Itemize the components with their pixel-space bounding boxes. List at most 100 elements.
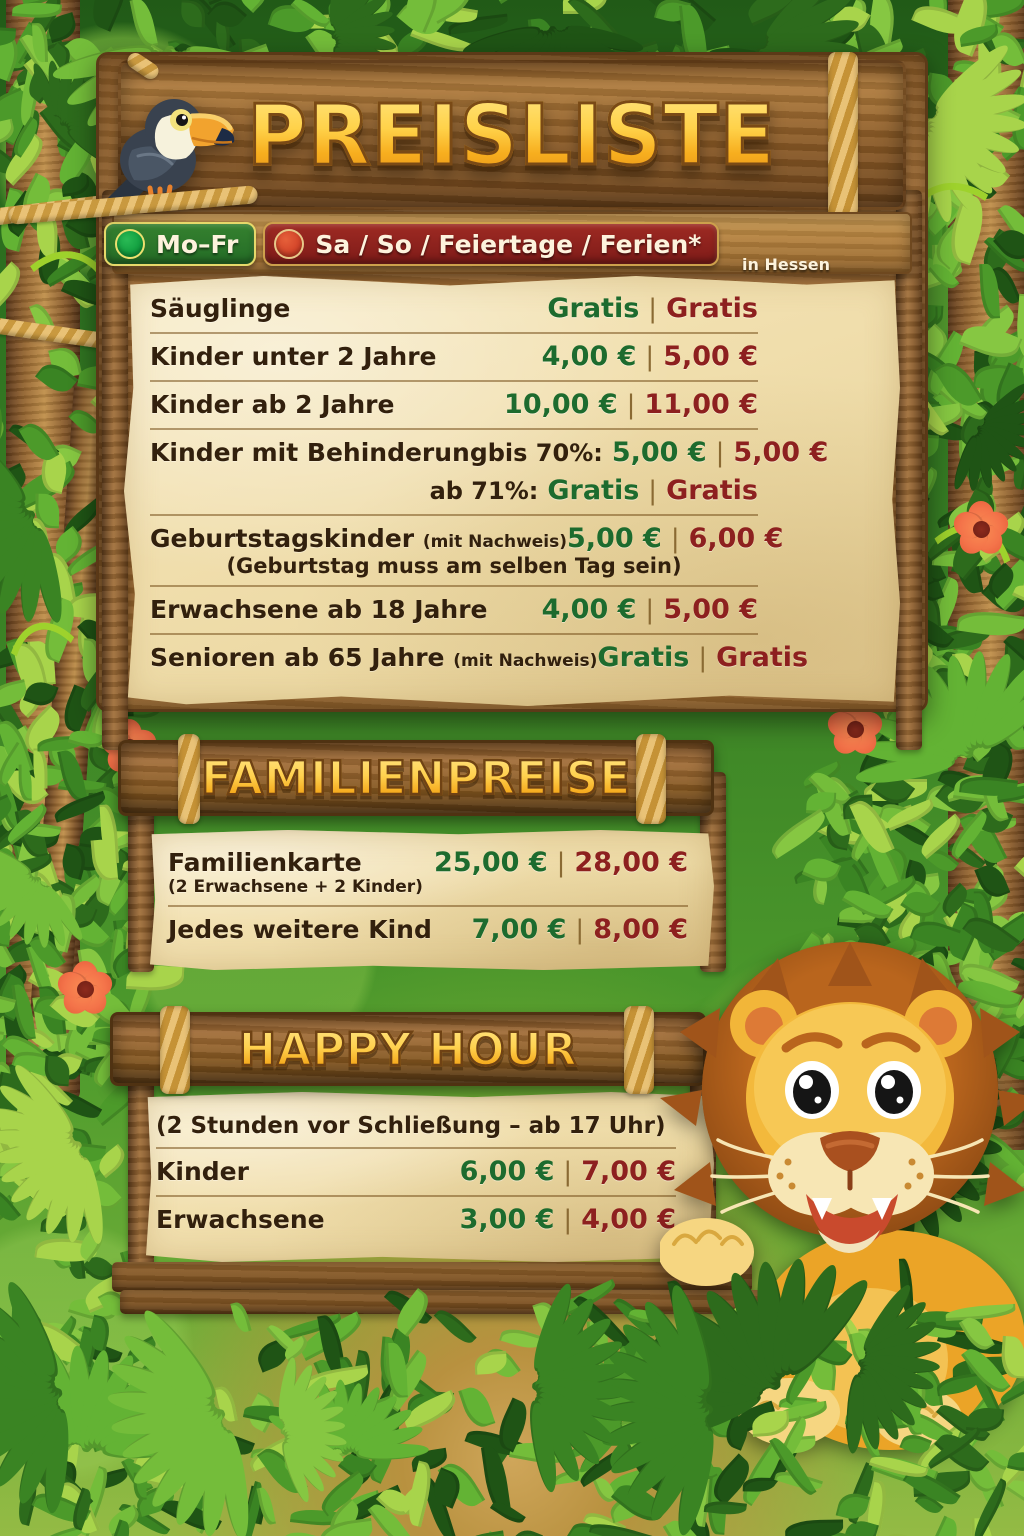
- price-separator: |: [670, 524, 680, 554]
- leaf-shape: [130, 0, 159, 50]
- row-prices: bis 70%: 5,00 € | 5,00 €: [488, 437, 828, 468]
- happy-hour-section-sign: HAPPY HOUR: [110, 1012, 706, 1086]
- leaf-shape: [1013, 847, 1024, 888]
- price-separator: |: [645, 595, 655, 625]
- row-prices: 5,00 € | 6,00 €: [567, 523, 783, 554]
- leaf-shape: [508, 1525, 543, 1536]
- row-weekday-price: 5,00 €: [611, 437, 707, 468]
- palm-frond: [275, 1356, 348, 1505]
- row-prices: 4,00 € | 5,00 €: [542, 594, 758, 625]
- row-weekday-price: 10,00 €: [504, 389, 618, 420]
- table-row: Erwachsene 3,00 € | 4,00 €: [156, 1197, 676, 1243]
- table-row: Säuglinge Gratis | Gratis: [150, 286, 758, 334]
- leaf-shape: [434, 1304, 478, 1349]
- row-label: Kinder mit Behinderung: [150, 438, 488, 467]
- leaf-shape: [742, 1476, 775, 1492]
- row-label: Geburtstagskinder (mit Nachweis): [150, 524, 567, 553]
- leaf-shape: [461, 1530, 506, 1536]
- leaf-shape: [934, 1373, 980, 1396]
- ground-foliage-layer: [0, 1256, 1024, 1536]
- page-title: PREISLISTE: [246, 86, 777, 184]
- price-separator: |: [626, 390, 636, 420]
- palm-frond: [882, 38, 1024, 229]
- row-weekend-price: 5,00 €: [663, 594, 758, 625]
- table-row: Kinder unter 2 Jahre 4,00 € | 5,00 €: [150, 334, 758, 382]
- row-weekend-price: 11,00 €: [644, 389, 758, 420]
- price-separator: |: [563, 1157, 573, 1187]
- row-weekend-price: 6,00 €: [688, 523, 784, 554]
- table-row: Kinder ab 2 Jahre 10,00 € | 11,00 €: [150, 382, 758, 430]
- row-weekend-price: 8,00 €: [593, 914, 688, 946]
- row-weekday-price: 25,00 €: [434, 847, 548, 878]
- green-circle-icon: [115, 229, 145, 259]
- leaf-shape: [281, 1527, 327, 1536]
- legend-weekend-badge[interactable]: Sa / So / Feiertage / Ferien*: [263, 222, 720, 266]
- row-label-main: Familienkarte: [168, 848, 362, 877]
- row-weekend-price: 5,00 €: [663, 341, 758, 372]
- row-weekday-price: Gratis: [597, 642, 690, 673]
- table-row: Senioren ab 65 Jahre (mit Nachweis) Grat…: [150, 635, 808, 681]
- row-weekend-price: 5,00 €: [733, 437, 829, 468]
- row-label: Erwachsene: [156, 1205, 325, 1234]
- row-label: Familienkarte (2 Erwachsene + 2 Kinder): [168, 848, 423, 897]
- price-separator: |: [698, 643, 708, 673]
- rope-tie-family-left: [178, 734, 200, 824]
- row-label: Kinder unter 2 Jahre: [150, 342, 437, 371]
- row-label: Kinder ab 2 Jahre: [150, 390, 395, 419]
- palm-frond: [0, 1277, 72, 1515]
- table-row: Erwachsene ab 18 Jahre 4,00 € | 5,00 €: [150, 587, 758, 635]
- leaf-shape: [784, 1518, 843, 1536]
- row-weekday-price: 5,00 €: [567, 523, 662, 554]
- happy-hour-bottom-bar: [112, 1262, 752, 1292]
- legend-weekday-badge[interactable]: Mo–Fr: [104, 222, 257, 266]
- row-weekday-price: Gratis: [547, 475, 640, 506]
- hibiscus-flower-right-upper: [950, 500, 1012, 560]
- legend-weekday-label: Mo–Fr: [156, 229, 239, 259]
- palm-frond: [642, 1256, 876, 1450]
- price-separator: |: [648, 476, 658, 506]
- row-label-main: Senioren ab 65 Jahre: [150, 643, 445, 672]
- row-prices: 7,00 € | 8,00 €: [472, 914, 688, 945]
- table-row: Familienkarte (2 Erwachsene + 2 Kinder) …: [168, 840, 688, 908]
- palm-frond: [598, 1282, 721, 1536]
- palm-frond: [854, 650, 1024, 789]
- legend-weekend-label: Sa / So / Feiertage / Ferien*: [315, 229, 702, 259]
- leaf-shape: [84, 0, 135, 32]
- row-weekday-price: 4,00 €: [541, 594, 637, 625]
- row-prices: 4,00 € | 5,00 €: [542, 341, 758, 372]
- rope-tie-title-right: [828, 52, 858, 220]
- table-row: Kinder 6,00 € | 7,00 €: [156, 1149, 676, 1197]
- row-weekday-price: 6,00 €: [459, 1156, 555, 1187]
- row-label: Kinder: [156, 1157, 249, 1186]
- palm-frond: [460, 21, 646, 109]
- row-prices: 10,00 € | 11,00 €: [504, 389, 758, 420]
- happy-hour-section-title: HAPPY HOUR: [237, 1021, 578, 1077]
- family-parchment: [149, 830, 714, 970]
- row-prices: Gratis | Gratis: [547, 293, 758, 324]
- row-label-main: Geburtstagskinder: [150, 524, 415, 553]
- price-separator: |: [556, 848, 566, 878]
- row-weekend-price: Gratis: [666, 293, 758, 324]
- legend-badges: Mo–Fr Sa / So / Feiertage / Ferien*: [104, 222, 720, 266]
- hibiscus-flower-left-low: [54, 960, 116, 1020]
- poster-title-plank: PREISLISTE: [118, 60, 906, 210]
- price-separator: |: [648, 294, 658, 324]
- palm-frond: [326, 0, 398, 108]
- row-weekday-price: 3,00 €: [459, 1204, 555, 1235]
- row-label-sub: (2 Erwachsene + 2 Kinder): [168, 876, 423, 897]
- row-label: Säuglinge: [150, 294, 291, 323]
- table-row: ab 71%: Gratis | Gratis: [150, 468, 758, 516]
- row-price-prefix: ab 71%:: [429, 477, 539, 505]
- table-row: Kinder mit Behinderung bis 70%: 5,00 € |…: [150, 430, 828, 468]
- row-label-sub: (mit Nachweis): [422, 532, 568, 552]
- row-label: Senioren ab 65 Jahre (mit Nachweis): [150, 643, 597, 672]
- row-prices: 25,00 € | 28,00 €: [434, 847, 688, 878]
- leaf-shape: [230, 1300, 253, 1335]
- palm-frond: [525, 1280, 629, 1494]
- row-weekend-price: Gratis: [666, 475, 758, 506]
- price-separator: |: [645, 342, 655, 372]
- rope-tie-happy-right: [624, 1006, 654, 1094]
- rope-tie-happy-left: [160, 1006, 190, 1094]
- palm-frond: [950, 379, 1024, 492]
